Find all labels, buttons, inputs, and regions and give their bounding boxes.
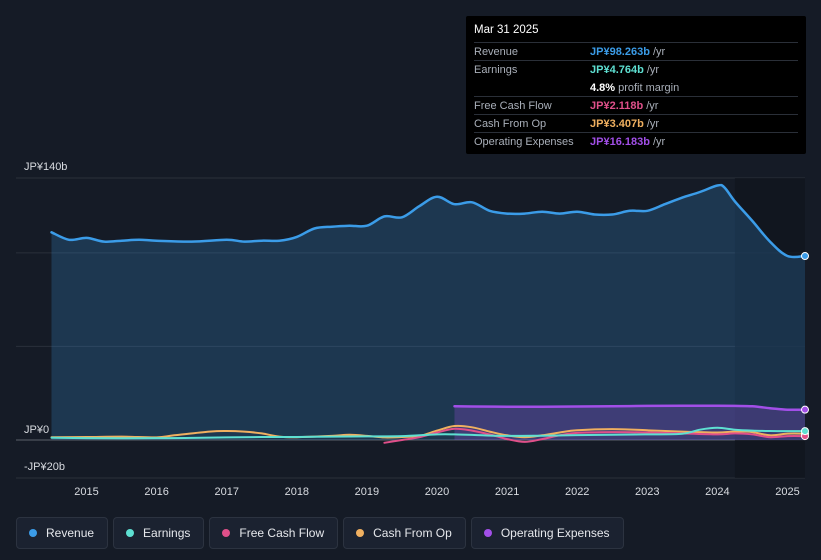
legend-item-operating-expenses[interactable]: Operating Expenses <box>470 517 624 549</box>
legend-label: Earnings <box>143 526 191 540</box>
tooltip-value: JP¥98.263b <box>590 45 650 58</box>
earnings-line <box>50 426 806 440</box>
tooltip-row-free-cash-flow: Free Cash Flow JP¥2.118b /yr <box>474 96 798 114</box>
tooltip-row-profit-margin: 4.8% profit margin <box>474 78 798 96</box>
legend-dot-icon <box>126 529 135 537</box>
tooltip-unit: profit margin <box>618 81 680 94</box>
tooltip-unit: /yr <box>646 99 659 112</box>
series-layer <box>50 183 809 444</box>
chart-legend: Revenue Earnings Free Cash Flow Cash Fro… <box>16 517 624 549</box>
tooltip-row-operating-expenses: Operating Expenses JP¥16.183b /yr <box>474 132 798 150</box>
legend-label: Cash From Op <box>373 526 452 540</box>
operating-expenses-line <box>453 404 807 412</box>
tooltip-row-earnings: Earnings JP¥4.764b /yr <box>474 60 798 78</box>
revenue-area <box>51 185 805 440</box>
x-tick-label: 2018 <box>285 486 309 498</box>
legend-label: Revenue <box>46 526 95 540</box>
x-tick-label: 2022 <box>565 486 589 498</box>
tooltip-label: Cash From Op <box>474 117 547 130</box>
forecast-region <box>734 178 805 478</box>
operating-expenses-area <box>454 405 805 440</box>
revenue-line <box>50 183 807 259</box>
x-tick-label: 2024 <box>705 486 729 498</box>
x-tick-label: 2016 <box>144 486 168 498</box>
x-tick-label: 2019 <box>355 486 379 498</box>
x-tick-label: 2020 <box>425 486 449 498</box>
legend-dot-icon <box>483 529 492 537</box>
legend-item-free-cash-flow[interactable]: Free Cash Flow <box>209 517 339 549</box>
legend-item-earnings[interactable]: Earnings <box>113 517 205 549</box>
x-tick-label: 2017 <box>214 486 238 498</box>
tooltip-row-cash-from-op: Cash From Op JP¥3.407b /yr <box>474 114 798 132</box>
legend-label: Operating Expenses <box>500 526 610 540</box>
legend-dot-icon <box>29 529 37 537</box>
tooltip-value: 4.8% <box>590 81 616 94</box>
tooltip-unit: /yr <box>652 135 666 148</box>
y-axis-label-top: JP¥140b <box>24 161 67 173</box>
tooltip-label: Revenue <box>474 45 519 58</box>
tooltip-label: Earnings <box>474 63 518 76</box>
legend-label: Free Cash Flow <box>239 526 325 540</box>
tooltip-label: Operating Expenses <box>474 135 574 148</box>
earnings-end-point <box>801 427 809 436</box>
tooltip-value: JP¥3.407b <box>590 117 644 130</box>
revenue-end-point <box>801 252 809 261</box>
tooltip-label: Free Cash Flow <box>474 99 552 112</box>
x-tick-label: 2023 <box>635 486 659 498</box>
data-tooltip: Mar 31 2025 Revenue JP¥98.263b /yr Earni… <box>466 16 806 154</box>
tooltip-row-revenue: Revenue JP¥98.263b /yr <box>474 42 798 60</box>
legend-item-revenue[interactable]: Revenue <box>16 517 109 549</box>
x-tick-label: 2021 <box>495 486 519 498</box>
y-axis-label-bottom: -JP¥20b <box>24 461 65 473</box>
legend-dot-icon <box>356 529 365 537</box>
tooltip-value: JP¥16.183b <box>590 135 650 148</box>
chart-grid <box>16 177 805 479</box>
y-axis-label-zero: JP¥0 <box>24 424 49 436</box>
x-tick-label: 2015 <box>74 486 98 498</box>
operating-expenses-end-point <box>801 405 809 414</box>
tooltip-date: Mar 31 2025 <box>474 24 539 36</box>
tooltip-unit: /yr <box>646 117 660 130</box>
x-axis: 2015 2016 2017 2018 2019 2020 2021 2022 2023 2024… <box>74 486 799 498</box>
tooltip-unit: /yr <box>652 45 666 58</box>
tooltip-value: JP¥4.764b <box>590 63 644 76</box>
tooltip-unit: /yr <box>646 63 660 76</box>
legend-dot-icon <box>222 529 231 537</box>
tooltip-value: JP¥2.118b <box>590 99 644 112</box>
x-tick-label: 2025 <box>775 486 799 498</box>
legend-item-cash-from-op[interactable]: Cash From Op <box>343 517 466 549</box>
